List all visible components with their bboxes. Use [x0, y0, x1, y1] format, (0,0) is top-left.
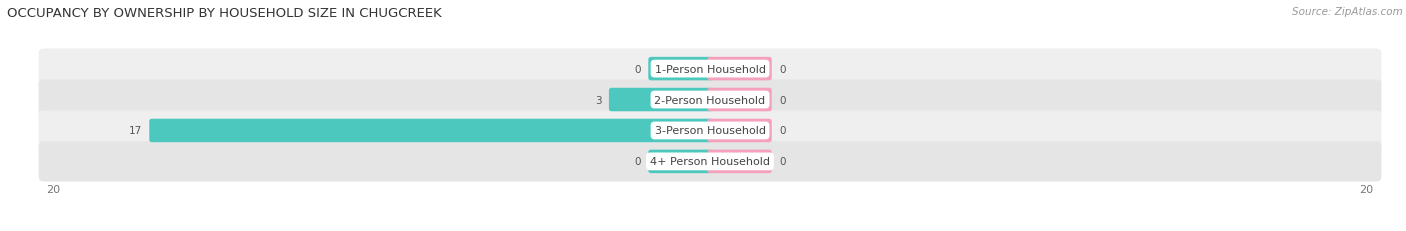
FancyBboxPatch shape [149, 119, 713, 143]
Text: OCCUPANCY BY OWNERSHIP BY HOUSEHOLD SIZE IN CHUGCREEK: OCCUPANCY BY OWNERSHIP BY HOUSEHOLD SIZE… [7, 7, 441, 20]
Text: 2-Person Household: 2-Person Household [654, 95, 766, 105]
FancyBboxPatch shape [707, 150, 772, 173]
FancyBboxPatch shape [707, 58, 772, 81]
FancyBboxPatch shape [38, 111, 1382, 151]
FancyBboxPatch shape [707, 88, 772, 112]
FancyBboxPatch shape [38, 49, 1382, 89]
FancyBboxPatch shape [609, 88, 713, 112]
Text: 0: 0 [779, 95, 786, 105]
FancyBboxPatch shape [707, 119, 772, 143]
Text: 17: 17 [129, 126, 142, 136]
FancyBboxPatch shape [38, 142, 1382, 182]
Text: 0: 0 [779, 126, 786, 136]
Text: 1-Person Household: 1-Person Household [655, 64, 765, 74]
Text: 0: 0 [634, 64, 641, 74]
Text: 0: 0 [634, 157, 641, 167]
FancyBboxPatch shape [648, 150, 713, 173]
Text: 0: 0 [779, 64, 786, 74]
Text: 0: 0 [779, 157, 786, 167]
Text: Source: ZipAtlas.com: Source: ZipAtlas.com [1292, 7, 1403, 17]
Text: 4+ Person Household: 4+ Person Household [650, 157, 770, 167]
Text: 3: 3 [595, 95, 602, 105]
FancyBboxPatch shape [648, 58, 713, 81]
Text: 3-Person Household: 3-Person Household [655, 126, 765, 136]
FancyBboxPatch shape [38, 80, 1382, 120]
